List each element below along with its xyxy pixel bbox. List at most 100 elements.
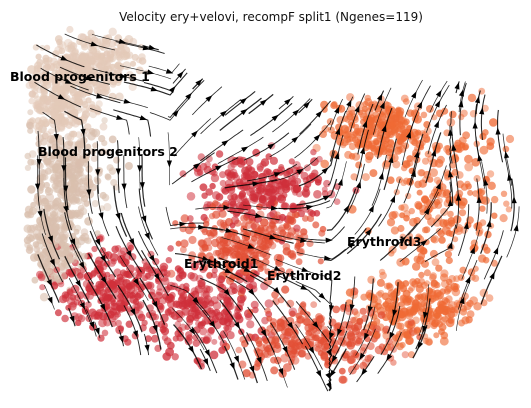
streamline-arrow <box>367 306 373 314</box>
cell-point <box>108 167 117 175</box>
cell-point <box>216 293 224 301</box>
cell-point <box>359 361 368 370</box>
cell-point <box>188 235 197 245</box>
cell-point <box>219 236 226 243</box>
streamline-arrow <box>511 196 517 204</box>
cell-point <box>165 347 175 357</box>
streamline <box>275 274 321 303</box>
streamline <box>141 250 169 296</box>
cell-point <box>362 105 369 113</box>
streamline <box>91 33 144 48</box>
cell-point <box>447 317 454 324</box>
streamline-arrow <box>94 238 101 246</box>
cell-point <box>212 200 219 207</box>
cell-point <box>406 109 415 117</box>
cell-point <box>50 152 57 160</box>
cell-point <box>403 214 410 222</box>
cell-point <box>186 215 194 222</box>
cell-point <box>223 261 233 270</box>
cell-point <box>70 164 77 171</box>
cell-point <box>223 316 230 323</box>
cell-point <box>145 271 155 281</box>
cell-point <box>440 273 449 282</box>
cell-point <box>41 132 49 140</box>
cell-point <box>37 273 46 282</box>
cell-point <box>319 225 327 233</box>
cell-point <box>91 200 99 208</box>
cell-point <box>163 286 171 294</box>
streamline-arrow <box>152 300 158 309</box>
cell-point <box>323 342 330 350</box>
streamline-arrow <box>80 128 86 136</box>
streamline-arrow <box>479 107 485 115</box>
cell-point <box>211 170 218 177</box>
cell-point <box>402 142 410 150</box>
streamline <box>408 133 424 185</box>
streamline <box>404 79 423 118</box>
streamline-arrow <box>267 143 275 150</box>
cell-point <box>155 277 163 285</box>
cell-point <box>24 152 32 160</box>
cell-point <box>500 190 508 197</box>
streamline <box>42 111 58 159</box>
cell-point <box>101 329 109 337</box>
cell-point <box>472 274 480 282</box>
cell-point <box>364 355 372 363</box>
cell-point <box>467 189 474 196</box>
streamline-arrow <box>328 304 335 313</box>
cell-point <box>257 225 265 232</box>
cell-point <box>350 173 358 181</box>
streamline-arrow <box>37 210 43 218</box>
cell-point <box>56 86 65 95</box>
streamline-arrow <box>420 239 428 247</box>
cell-point <box>402 310 409 318</box>
cell-point <box>378 268 386 276</box>
cell-point <box>81 43 89 51</box>
cell-point <box>192 334 199 341</box>
streamline-arrow <box>146 69 155 75</box>
cell-point <box>319 130 327 139</box>
streamline-arrow <box>137 165 143 173</box>
streamline <box>68 278 92 327</box>
cell-point <box>61 188 70 197</box>
cell-point <box>192 339 200 347</box>
cell-point <box>82 87 91 97</box>
cell-point <box>90 154 98 162</box>
cell-point <box>194 285 203 294</box>
streamline-arrow <box>306 204 314 211</box>
velocity-streamlines <box>34 33 520 392</box>
cell-point <box>53 162 62 171</box>
streamline-arrow <box>388 155 394 164</box>
cell-point <box>467 93 477 103</box>
streamline <box>425 84 450 133</box>
cell-point <box>199 183 208 192</box>
streamline-arrow <box>144 344 150 352</box>
streamline-arrow <box>489 271 495 280</box>
cell-point <box>385 130 392 137</box>
cell-point <box>115 319 122 327</box>
streamline <box>123 305 142 356</box>
cell-point <box>414 200 423 210</box>
streamline-arrow <box>149 254 155 263</box>
streamline-arrow <box>169 86 176 94</box>
cell-point <box>482 129 489 136</box>
cell-point <box>313 190 322 199</box>
cell-point <box>312 221 320 229</box>
cluster-label-erythroid3: Erythroid3 <box>347 234 421 249</box>
cell-point <box>81 252 88 260</box>
cell-point <box>254 336 263 345</box>
cell-point <box>85 301 92 308</box>
cell-point <box>367 126 376 135</box>
cell-point <box>73 228 80 235</box>
cell-point <box>435 264 443 272</box>
cell-point <box>212 301 222 310</box>
streamline-arrow <box>95 169 101 177</box>
streamline-arrow <box>337 328 343 337</box>
cell-point <box>313 334 321 342</box>
cell-point <box>109 81 117 88</box>
cluster-label-erythroid2: Erythroid2 <box>267 268 341 283</box>
streamline-arrow <box>354 105 360 113</box>
cell-point <box>34 61 43 70</box>
streamline-arrow <box>435 182 441 190</box>
cell-point <box>58 202 66 210</box>
